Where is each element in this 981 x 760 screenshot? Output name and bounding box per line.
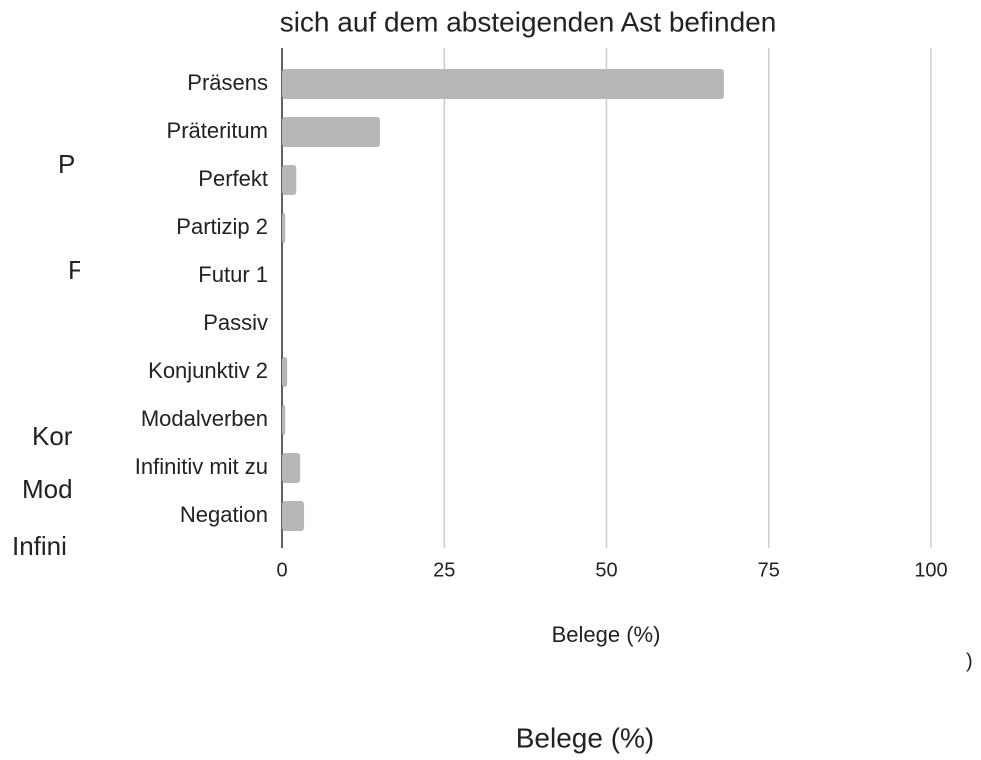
background-text: Kor [32, 421, 73, 451]
y-tick-label: Infinitiv mit zu [135, 454, 268, 479]
y-tick-label: Partizip 2 [176, 214, 268, 239]
x-tick-label: 25 [433, 559, 455, 581]
bar [282, 213, 286, 243]
y-tick-label: Konjunktiv 2 [148, 358, 268, 383]
background-text: P [58, 149, 75, 179]
background-chart: P F Kor Mod Infini) Belege (%) [12, 149, 973, 754]
bar [282, 453, 301, 483]
background-text: ) [966, 650, 973, 672]
background-text: F [68, 255, 84, 285]
bar [282, 69, 724, 99]
background-text: Infini [12, 531, 67, 561]
bar [282, 357, 288, 387]
bar [282, 501, 305, 531]
y-tick-label: Präsens [187, 70, 268, 95]
x-tick-label: 75 [758, 559, 780, 581]
x-tick-label: 50 [595, 559, 617, 581]
x-tick-label: 0 [276, 559, 287, 581]
bar [282, 117, 380, 147]
bar [282, 165, 297, 195]
y-tick-label: Negation [180, 502, 268, 527]
foreground-panel [80, 0, 960, 665]
y-tick-label: Passiv [203, 310, 268, 335]
background-text: Belege (%) [516, 722, 655, 753]
y-tick-label: Perfekt [198, 166, 268, 191]
y-tick-label: Modalverben [141, 406, 268, 431]
x-tick-label: 100 [914, 559, 947, 581]
x-axis-label: Belege (%) [552, 622, 661, 647]
bar [282, 405, 286, 435]
foreground-chart: sich auf dem absteigenden Ast befinden B… [135, 6, 948, 646]
y-tick-label: Präteritum [167, 118, 268, 143]
y-tick-label: Futur 1 [198, 262, 268, 287]
chart-title: sich auf dem absteigenden Ast befinden [280, 6, 777, 37]
background-text: Mod [22, 474, 73, 504]
